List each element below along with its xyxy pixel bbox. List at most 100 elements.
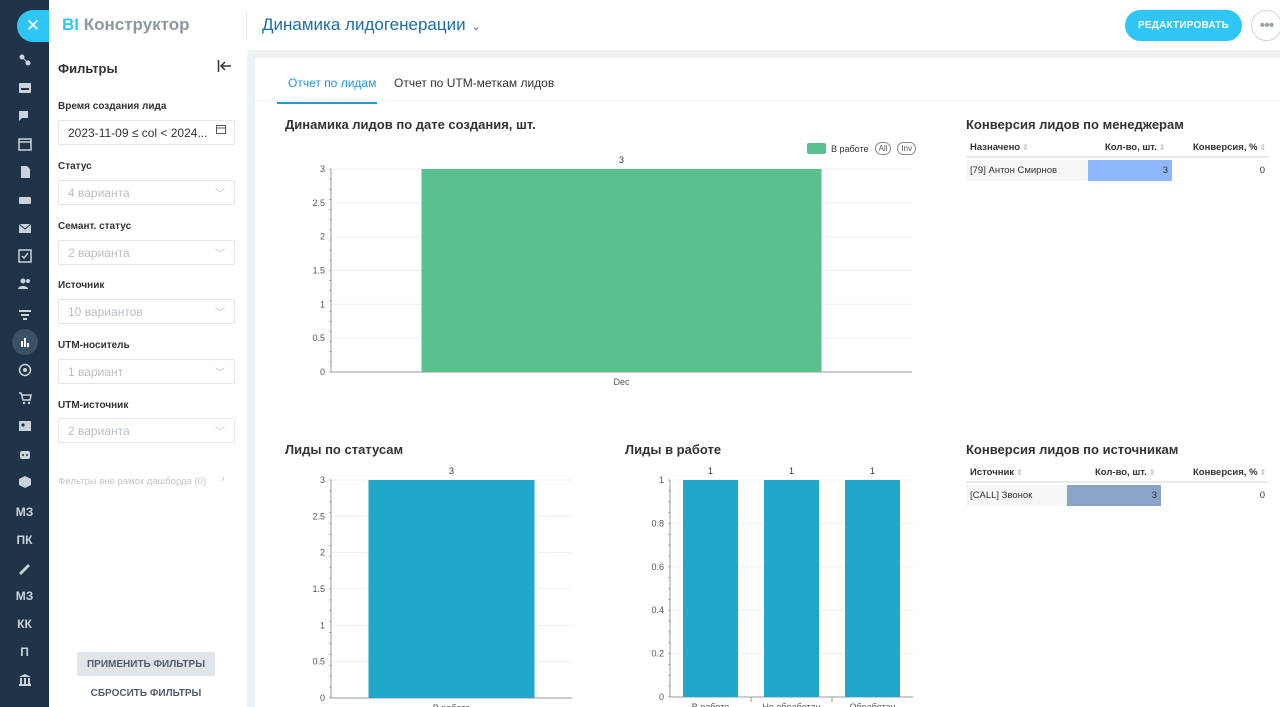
y-tick-label: 2.5 bbox=[312, 511, 325, 521]
chevron-down-icon: ﹀ bbox=[215, 189, 225, 200]
chart-title-statuses: Лиды по статусам bbox=[285, 442, 404, 457]
column-header[interactable]: Назначено ⇕ bbox=[970, 142, 1029, 153]
data-label: 1 bbox=[708, 466, 713, 476]
inbox-icon[interactable] bbox=[0, 76, 49, 100]
analytics-icon[interactable] bbox=[0, 329, 49, 355]
chevron-down-icon: ﹀ bbox=[215, 368, 225, 379]
chevron-down-icon: ⌄ bbox=[471, 21, 481, 33]
table-header: Назначено ⇕ Кол-во, шт. ⇕ Конверсия, % ⇕ bbox=[966, 138, 1269, 158]
mail-icon[interactable] bbox=[0, 216, 49, 240]
bar[interactable] bbox=[683, 480, 738, 697]
sort-icon: ⇕ bbox=[1259, 468, 1267, 477]
chart-title-in-work: Лиды в работе bbox=[625, 442, 722, 457]
column-header[interactable]: Конверсия, % ⇕ bbox=[1193, 467, 1267, 478]
more-button[interactable]: ••• bbox=[1251, 10, 1280, 41]
table-row[interactable]: [CALL] Звонок 3 0 bbox=[966, 485, 1269, 506]
cart-icon[interactable] bbox=[0, 386, 49, 410]
tasks-icon[interactable] bbox=[0, 244, 49, 268]
filter-title: Фильтры bbox=[58, 61, 118, 76]
utm-source-select[interactable]: 2 варианта ﹀ bbox=[58, 418, 235, 443]
bar[interactable] bbox=[845, 480, 900, 697]
rail-app-item[interactable]: МЗ bbox=[15, 505, 34, 519]
utm-medium-select[interactable]: 1 вариант ﹀ bbox=[58, 359, 235, 384]
filter-label-utm-source: UTM-источник bbox=[58, 400, 129, 411]
column-header[interactable]: Кол-во, шт. ⇕ bbox=[1105, 142, 1166, 153]
semantic-status-select[interactable]: 2 варианта ﹀ bbox=[58, 240, 235, 265]
rail-app-item[interactable]: МЗ bbox=[15, 589, 34, 603]
y-tick-label: 2 bbox=[320, 232, 325, 242]
table-title-sources: Конверсия лидов по источникам bbox=[966, 442, 1179, 457]
chevron-down-icon: ﹀ bbox=[215, 308, 225, 319]
legend-swatch[interactable] bbox=[807, 143, 826, 154]
legend-label: В работе bbox=[831, 143, 869, 154]
apply-filters-button[interactable]: ПРИМЕНИТЬ ФИЛЬТРЫ bbox=[77, 652, 215, 676]
filter-label-status: Статус bbox=[58, 161, 92, 172]
y-tick-label: 3 bbox=[320, 164, 325, 174]
chart-in-work: 0 0.2 0.4 0.6 0.8 1 1 В работе 1 Не обработан 1 Обр… bbox=[651, 466, 913, 707]
rail-app-item[interactable]: ПК bbox=[16, 533, 33, 547]
outside-filters-link[interactable]: Фильтры вне рамок дашборда (0) bbox=[58, 476, 207, 487]
sort-icon: ⇕ bbox=[1016, 468, 1023, 477]
legend-invert-toggle[interactable]: Inv bbox=[897, 142, 917, 155]
table-cell: [CALL] Звонок bbox=[970, 490, 1033, 501]
status-select[interactable]: 4 варианта ﹀ bbox=[58, 180, 235, 205]
document-icon[interactable] bbox=[0, 160, 49, 184]
filter-label-semantic: Семант. статус bbox=[58, 221, 132, 232]
dashboard-title[interactable]: Динамика лидогенерации ⌄ bbox=[262, 15, 481, 34]
chevron-right-icon: › bbox=[221, 473, 225, 485]
column-header[interactable]: Конверсия, % ⇕ bbox=[1193, 142, 1267, 153]
users-icon[interactable] bbox=[0, 272, 49, 296]
sort-icon: ⇕ bbox=[1259, 143, 1267, 152]
tab-leads-report[interactable]: Отчет по лидам bbox=[277, 76, 377, 104]
table-cell: [79] Антон Смирнов bbox=[970, 165, 1058, 176]
y-tick-label: 0 bbox=[659, 692, 664, 702]
bar[interactable] bbox=[764, 480, 819, 697]
reset-filters-button[interactable]: СБРОСИТЬ ФИЛЬТРЫ bbox=[90, 688, 202, 699]
value-bar bbox=[1067, 485, 1161, 506]
app-logo[interactable]: BI Конструктор bbox=[62, 15, 190, 34]
bar[interactable] bbox=[421, 169, 822, 372]
dashboard-canvas: Отчет по лидам Отчет по UTM-меткам лидов… bbox=[255, 58, 1280, 707]
signature-icon[interactable] bbox=[0, 556, 49, 580]
calendar-icon bbox=[216, 124, 226, 137]
sort-icon: ⇕ bbox=[1158, 143, 1166, 152]
hierarchy-icon[interactable] bbox=[0, 48, 49, 72]
y-tick-label: 0 bbox=[320, 367, 325, 377]
y-tick-label: 2.5 bbox=[312, 198, 325, 208]
sort-icon: ⇕ bbox=[1022, 143, 1029, 152]
chat-icon[interactable] bbox=[0, 104, 49, 128]
box-icon[interactable] bbox=[0, 470, 49, 494]
target-icon[interactable] bbox=[0, 358, 49, 382]
table-title-managers: Конверсия лидов по менеджерам bbox=[966, 117, 1184, 132]
bank-icon[interactable] bbox=[0, 668, 49, 692]
funnel-icon[interactable] bbox=[0, 302, 49, 326]
y-tick-label: 2 bbox=[320, 548, 325, 558]
y-tick-label: 0.6 bbox=[651, 562, 664, 572]
top-bar: BI Конструктор Динамика лидогенерации ⌄ Р… bbox=[49, 0, 1280, 50]
column-header[interactable]: Источник ⇕ bbox=[970, 467, 1023, 478]
collapse-panel-icon[interactable] bbox=[217, 59, 231, 75]
tab-utm-report[interactable]: Отчет по UTM-меткам лидов bbox=[394, 76, 555, 90]
contact-card-icon[interactable] bbox=[0, 414, 49, 438]
chart-legend: В работе All Inv bbox=[807, 142, 917, 155]
legend-all-toggle[interactable]: All bbox=[874, 142, 892, 155]
row-background bbox=[966, 160, 1088, 181]
rail-app-item[interactable]: П bbox=[20, 645, 29, 659]
table-row[interactable]: [79] Антон Смирнов 3 0 bbox=[966, 160, 1269, 181]
edit-button[interactable]: РЕДАКТИРОВАТЬ bbox=[1125, 10, 1242, 41]
x-tick-label: Не обработан bbox=[762, 702, 820, 707]
drive-icon[interactable] bbox=[0, 188, 49, 212]
robot-icon[interactable] bbox=[0, 442, 49, 466]
chart-title-dynamics: Динамика лидов по дате создания, шт. bbox=[285, 117, 536, 132]
bar[interactable] bbox=[368, 480, 535, 698]
close-icon[interactable]: ✕ bbox=[17, 10, 49, 42]
rail-app-item[interactable]: КК bbox=[17, 617, 32, 631]
source-select[interactable]: 10 вариантов ﹀ bbox=[58, 299, 235, 324]
y-tick-label: 0.5 bbox=[312, 333, 325, 343]
column-header[interactable]: Кол-во, шт. ⇕ bbox=[1095, 467, 1156, 478]
date-range-field[interactable]: 2023-11-09 ≤ col < 2024... bbox=[58, 120, 235, 145]
table-cell: 3 bbox=[1162, 165, 1168, 176]
calendar-icon[interactable] bbox=[0, 132, 49, 156]
y-tick-label: 1.5 bbox=[312, 266, 325, 276]
data-label: 1 bbox=[870, 466, 875, 476]
